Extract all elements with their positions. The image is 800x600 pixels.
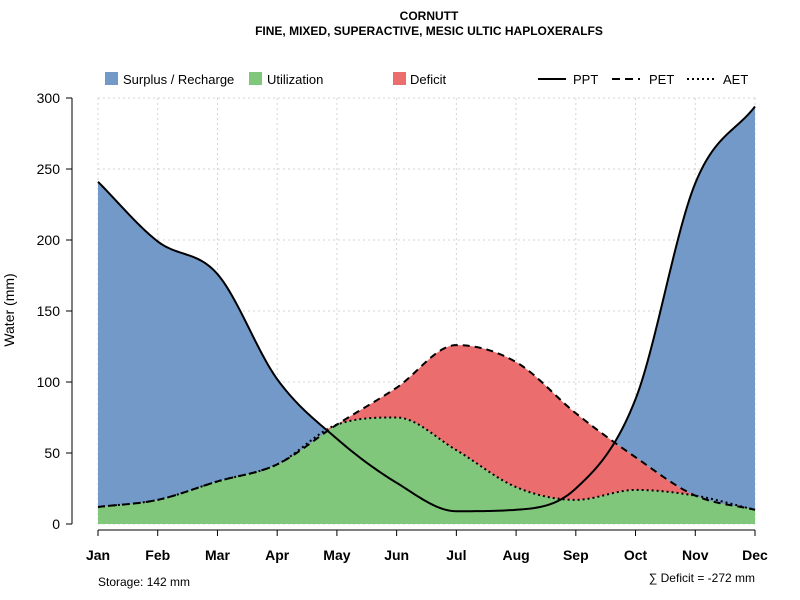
- storage-annotation: Storage: 142 mm: [98, 575, 190, 589]
- y-tick-label-0: 0: [52, 516, 60, 532]
- x-tick-label-oct: Oct: [624, 547, 648, 563]
- y-axis-label: Water (mm): [1, 273, 17, 346]
- pet-line: [97, 344, 756, 511]
- legend-label-utilization: Utilization: [267, 72, 323, 87]
- x-tick-label-feb: Feb: [145, 547, 170, 563]
- x-tick-label-may: May: [323, 547, 350, 563]
- deficit-annotation: ∑ Deficit = -272 mm: [649, 571, 755, 585]
- deficit-area: [98, 345, 755, 510]
- y-tick-label-2: 100: [37, 374, 61, 390]
- ppt-line: [97, 105, 756, 513]
- x-tick-label-nov: Nov: [682, 547, 709, 563]
- legend-label-surplus: Surplus / Recharge: [123, 72, 234, 87]
- legend: Surplus / Recharge Utilization Deficit P…: [105, 72, 748, 87]
- legend-swatch-utilization: [249, 72, 262, 85]
- y-tick-label-4: 200: [37, 232, 61, 248]
- legend-swatch-surplus: [105, 72, 118, 85]
- x-tick-label-jun: Jun: [384, 547, 409, 563]
- legend-swatch-deficit: [393, 72, 406, 85]
- legend-label-deficit: Deficit: [410, 72, 447, 87]
- x-tick-label-dec: Dec: [742, 547, 768, 563]
- x-tick-label-jul: Jul: [446, 547, 466, 563]
- x-tick-label-apr: Apr: [265, 547, 290, 563]
- legend-label-aet: AET: [723, 72, 748, 87]
- data-lines: [97, 105, 756, 513]
- legend-label-ppt: PPT: [573, 72, 598, 87]
- surplus-area: [98, 106, 755, 510]
- aet-line: [97, 416, 756, 511]
- y-tick-label-3: 150: [37, 303, 61, 319]
- y-tick-label-6: 300: [37, 90, 61, 106]
- x-tick-label-mar: Mar: [205, 547, 230, 563]
- chart-subtitle: FINE, MIXED, SUPERACTIVE, MESIC ULTIC HA…: [255, 24, 603, 38]
- chart-title: CORNUTT: [400, 9, 459, 23]
- x-tick-label-aug: Aug: [502, 547, 529, 563]
- y-tick-label-1: 50: [44, 445, 60, 461]
- utilization-area: [98, 417, 755, 524]
- axes: 0 50 100 150 200 250 300 Jan Feb Mar Apr May Jun Jul A…: [37, 90, 768, 563]
- legend-label-pet: PET: [649, 72, 674, 87]
- y-tick-label-5: 250: [37, 161, 61, 177]
- x-tick-label-jan: Jan: [86, 547, 110, 563]
- data-areas: [98, 106, 755, 524]
- x-tick-label-sep: Sep: [563, 547, 589, 563]
